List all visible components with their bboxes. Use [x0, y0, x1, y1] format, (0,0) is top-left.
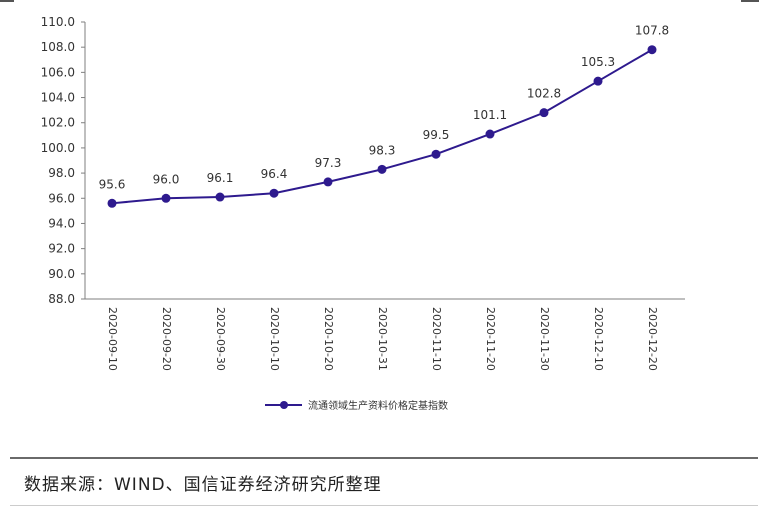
series-layer: 95.6 96.0 96.1 96.4 97.3 98.3 99.5 101.1 102.8 10…	[99, 24, 669, 208]
y-tick-label: 104.0	[41, 91, 75, 105]
x-tick-label: 2020-10-20	[322, 307, 335, 371]
source-note: 数据来源：WIND、国信证券经济研究所整理	[24, 475, 382, 495]
data-point	[161, 193, 171, 203]
x-tick-label: 2020-12-20	[646, 307, 659, 371]
data-point	[269, 188, 279, 198]
data-label: 95.6	[99, 177, 126, 191]
y-tick-label: 94.0	[48, 216, 75, 230]
y-tick-label: 92.0	[48, 242, 75, 256]
data-point	[539, 108, 549, 118]
legend-label: 流通领域生产资料价格定基指数	[308, 399, 448, 412]
data-label: 105.3	[581, 55, 615, 69]
y-tick-label: 108.0	[41, 40, 75, 54]
data-label: 96.4	[261, 167, 288, 181]
x-tick-label: 2020-10-10	[268, 307, 281, 371]
x-tick-label: 2020-09-10	[106, 307, 119, 371]
x-tick-label: 2020-11-20	[484, 307, 497, 371]
data-label: 96.0	[153, 172, 180, 186]
x-axis: 2020-09-10 2020-09-20 2020-09-30 2020-10-10…	[85, 298, 685, 371]
data-label: 96.1	[207, 171, 234, 185]
data-point	[323, 177, 333, 187]
bottom-divider	[10, 505, 758, 506]
series-line	[111, 48, 653, 205]
data-point	[215, 192, 225, 202]
y-tick-label: 98.0	[48, 166, 75, 180]
data-point	[647, 45, 657, 55]
y-axis: 88.0 90.0 92.0 94.0 96.0 98.0 100.0 102.0 104.0 1…	[41, 15, 86, 306]
y-tick-label: 110.0	[41, 15, 75, 29]
data-point	[593, 76, 603, 86]
y-tick-label: 96.0	[48, 191, 75, 205]
x-tick-label: 2020-11-10	[430, 307, 443, 371]
data-point	[107, 198, 117, 208]
x-tick-label: 2020-12-10	[592, 307, 605, 371]
data-label: 98.3	[369, 143, 396, 157]
y-tick-label: 100.0	[41, 141, 75, 155]
data-point	[485, 129, 495, 139]
y-tick-label: 88.0	[48, 292, 75, 306]
source-divider	[10, 457, 758, 459]
top-rule-left	[0, 0, 14, 2]
data-label: 101.1	[473, 108, 507, 122]
data-point	[377, 164, 387, 174]
x-tick-label: 2020-11-30	[538, 307, 551, 371]
legend-marker	[280, 401, 288, 409]
data-label: 99.5	[423, 128, 450, 142]
data-label: 97.3	[315, 156, 342, 170]
legend: 流通领域生产资料价格定基指数	[265, 399, 448, 412]
data-label: 102.8	[527, 87, 561, 101]
x-tick-label: 2020-09-20	[160, 307, 173, 371]
y-tick-label: 90.0	[48, 267, 75, 281]
y-tick-label: 102.0	[41, 116, 75, 130]
x-tick-label: 2020-09-30	[214, 307, 227, 371]
x-tick-label: 2020-10-31	[376, 307, 389, 371]
y-tick-label: 106.0	[41, 65, 75, 79]
data-point	[431, 149, 441, 159]
data-label: 107.8	[635, 24, 669, 38]
top-rule-right	[741, 0, 759, 2]
